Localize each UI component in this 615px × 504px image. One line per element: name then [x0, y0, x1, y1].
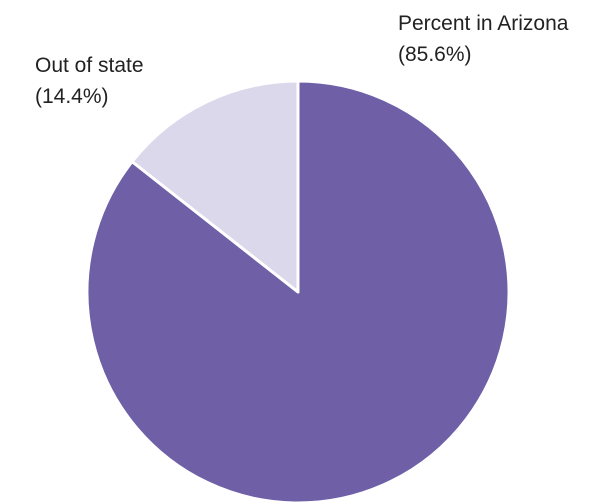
slice-value-label: (85.6%)	[398, 43, 472, 66]
slice-label: Percent in Arizona (85.6%)	[398, 8, 578, 70]
pie-slice	[130, 79, 300, 294]
slice-name: Out of state	[35, 54, 144, 77]
slice-name: Percent in Arizona	[398, 12, 569, 35]
slice-label: Out of state (14.4%)	[35, 50, 173, 112]
slice-value-label: (14.4%)	[35, 85, 109, 108]
